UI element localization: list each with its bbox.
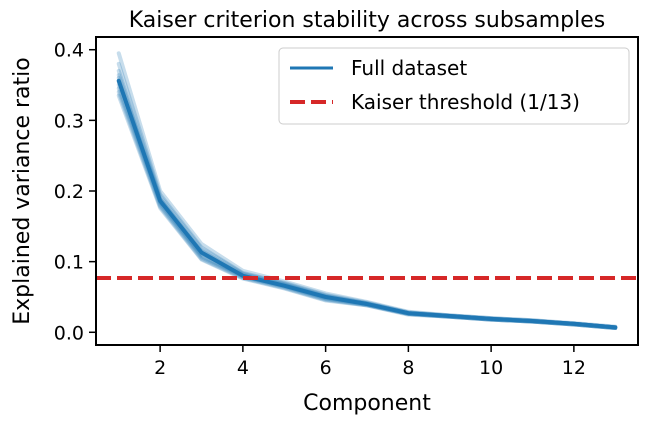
data-point-full-dataset [158,199,162,203]
y-tick-label: 0.0 [54,322,84,344]
series-lines [96,78,638,330]
y-axis-label: Explained variance ratio [10,57,35,324]
data-point-full-dataset [282,284,286,288]
subsample-line-9 [116,90,618,331]
legend: Full dataset Kaiser threshold (1/13) [278,47,630,125]
data-point-full-dataset [530,319,534,323]
legend-label-full-dataset: Full dataset [351,56,467,80]
data-point-full-dataset [324,295,328,299]
chart-title: Kaiser criterion stability across subsam… [129,8,605,33]
data-point-full-dataset [448,314,452,318]
data-point-full-dataset [406,311,410,315]
x-tick-label: 6 [320,357,332,379]
x-axis: 2 4 6 8 10 12 [154,345,586,379]
data-point-full-dataset [117,79,121,83]
plot-area [96,51,638,331]
x-tick-label: 8 [402,357,414,379]
x-tick-label: 12 [562,357,586,379]
y-tick-label: 0.3 [54,110,84,132]
data-point-full-dataset [365,302,369,306]
data-point-full-dataset [613,325,617,329]
y-tick-label: 0.2 [54,181,84,203]
data-point-full-dataset [200,250,204,254]
data-point-full-dataset [489,317,493,321]
x-tick-label: 4 [237,357,249,379]
x-tick-label: 10 [479,357,503,379]
legend-label-kaiser-threshold: Kaiser threshold (1/13) [351,90,580,114]
data-point-full-dataset [572,322,576,326]
x-axis-label: Component [303,391,431,416]
y-tick-label: 0.1 [54,252,84,274]
subsample-line-10 [116,93,618,331]
y-axis: 0.0 0.1 0.2 0.3 0.4 [54,40,96,344]
x-tick-label: 2 [154,357,166,379]
legend-box [278,47,630,125]
y-tick-label: 0.4 [54,40,84,62]
